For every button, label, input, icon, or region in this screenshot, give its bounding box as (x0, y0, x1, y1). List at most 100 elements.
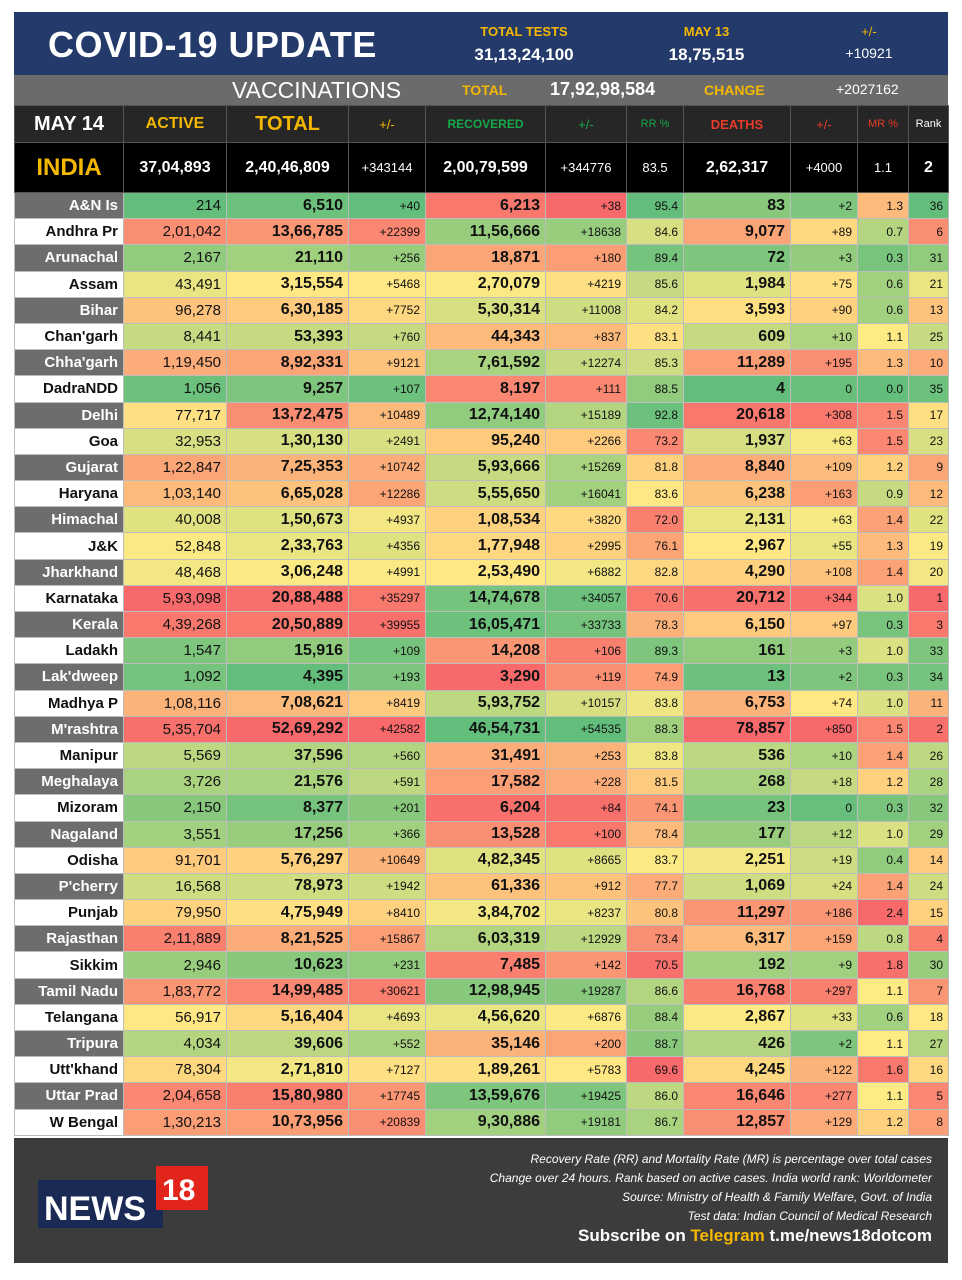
cell-recovered-change: +142 (545, 951, 627, 979)
cell-active: 91,701 (123, 846, 227, 874)
cell-mr: 1.1 (857, 977, 909, 1005)
india-total-change: +343144 (348, 142, 426, 193)
cell-deaths: 1,069 (683, 872, 791, 901)
cell-active: 1,03,140 (123, 480, 227, 508)
vaccinations-total-value: 17,92,98,584 (550, 79, 656, 99)
cell-active: 77,717 (123, 401, 227, 429)
state-name: Assam (14, 270, 124, 298)
cell-deaths: 3,593 (683, 296, 791, 324)
cell-recovered-change: +34057 (545, 584, 627, 613)
cell-rank: 25 (908, 322, 949, 351)
table-row: Nagaland 3,551 17,256 +366 13,528 +100 78.4 177… (14, 820, 949, 848)
cell-rank: 11 (908, 689, 949, 717)
cell-total: 20,88,488 (226, 584, 349, 613)
cell-active: 1,83,772 (123, 977, 227, 1005)
state-name: Madhya P (14, 689, 124, 717)
state-name: Ladakh (14, 637, 124, 665)
cell-deaths: 1,984 (683, 270, 791, 298)
cell-active: 79,950 (123, 899, 227, 927)
cell-total-change: +10489 (348, 401, 426, 429)
table-row: Mizoram 2,150 8,377 +201 6,204 +84 74.1 23 0 0.3 3… (14, 794, 949, 822)
cell-mr: 2.4 (857, 899, 909, 927)
cell-deaths: 2,867 (683, 1003, 791, 1032)
cell-rank: 13 (908, 296, 949, 324)
cell-rr: 81.8 (626, 453, 684, 482)
state-name: Haryana (14, 480, 124, 508)
cell-total: 1,30,130 (226, 427, 349, 455)
cell-rr: 88.4 (626, 1003, 684, 1032)
cell-mr: 1.4 (857, 872, 909, 901)
table-row: Telangana 56,917 5,16,404 +4693 4,56,620 +687… (14, 1003, 949, 1032)
cell-recovered-change: +837 (545, 322, 627, 351)
cell-active: 2,167 (123, 244, 227, 272)
cell-mr: 1.0 (857, 637, 909, 665)
may13-value: 18,75,515 (668, 45, 745, 64)
cell-total: 10,623 (226, 951, 349, 979)
cell-deaths: 1,937 (683, 427, 791, 455)
cell-rank: 26 (908, 741, 949, 770)
page-title: COVID-19 UPDATE (48, 24, 377, 65)
cell-total-change: +591 (348, 768, 426, 796)
cell-active: 78,304 (123, 1056, 227, 1084)
cell-mr: 1.1 (857, 322, 909, 351)
total-tests-label: TOTAL TESTS (480, 24, 568, 39)
cell-mr: 0.6 (857, 1003, 909, 1032)
india-deaths-change: +4000 (790, 142, 858, 193)
india-deaths: 2,62,317 (683, 142, 791, 193)
cell-total-change: +256 (348, 244, 426, 272)
cell-rank: 17 (908, 401, 949, 429)
cell-recovered: 18,871 (425, 244, 546, 272)
cell-mr: 1.2 (857, 768, 909, 796)
cell-rr: 72.0 (626, 506, 684, 534)
cell-total-change: +12286 (348, 480, 426, 508)
cell-total-change: +9121 (348, 349, 426, 377)
cell-rr: 84.6 (626, 218, 684, 246)
cell-mr: 0.3 (857, 663, 909, 691)
cell-recovered: 7,61,592 (425, 349, 546, 377)
cell-recovered: 44,343 (425, 322, 546, 351)
column-header-deaths-change: +/- (790, 105, 858, 143)
cell-total-change: +4991 (348, 558, 426, 586)
cell-recovered-change: +8237 (545, 899, 627, 927)
cell-deaths-change: +122 (790, 1056, 858, 1084)
cell-deaths-change: +9 (790, 951, 858, 979)
cell-recovered-change: +19425 (545, 1082, 627, 1110)
state-name: Chha'garh (14, 349, 124, 377)
state-name: Uttar Prad (14, 1082, 124, 1110)
cell-total-change: +22399 (348, 218, 426, 246)
cell-mr: 1.3 (857, 532, 909, 560)
cell-active: 4,034 (123, 1029, 227, 1058)
india-recovered-change: +344776 (545, 142, 627, 193)
cell-total: 17,256 (226, 820, 349, 848)
telegram-link[interactable]: t.me/news18dotcom (769, 1225, 933, 1245)
cell-recovered-change: +6882 (545, 558, 627, 586)
cell-recovered: 17,582 (425, 768, 546, 796)
cell-rank: 27 (908, 1029, 949, 1058)
cell-deaths: 20,712 (683, 584, 791, 613)
cell-deaths-change: +89 (790, 218, 858, 246)
cell-deaths-change: 0 (790, 375, 858, 403)
cell-mr: 0.8 (857, 925, 909, 953)
cell-active: 40,008 (123, 506, 227, 534)
cell-active: 2,150 (123, 794, 227, 822)
state-name: Manipur (14, 741, 124, 770)
table-row: J&K 52,848 2,33,763 +4356 1,77,948 +2995 76.1 2… (14, 532, 949, 560)
cell-deaths: 20,618 (683, 401, 791, 429)
vaccinations-total-label: TOTAL (462, 82, 508, 98)
cell-total-change: +7127 (348, 1056, 426, 1084)
cell-rank: 18 (908, 1003, 949, 1032)
cell-recovered-change: +19181 (545, 1108, 627, 1136)
footnote: Test data: Indian Council of Medical Res… (687, 1208, 932, 1223)
column-header-mr: MR % (857, 105, 909, 143)
cell-total-change: +20839 (348, 1108, 426, 1136)
state-name: Utt'khand (14, 1056, 124, 1084)
table-row: Jharkhand 48,468 3,06,248 +4991 2,53,490 +688… (14, 558, 949, 586)
cell-deaths: 177 (683, 820, 791, 848)
cell-total-change: +42582 (348, 715, 426, 743)
cell-recovered: 5,93,666 (425, 453, 546, 482)
cell-total: 2,71,810 (226, 1056, 349, 1084)
cell-rank: 2 (908, 715, 949, 743)
subscribe-line: Subscribe on Telegram t.me/news18dotcom (578, 1226, 932, 1246)
cell-rank: 36 (908, 191, 949, 220)
state-name: A&N Is (14, 191, 124, 220)
